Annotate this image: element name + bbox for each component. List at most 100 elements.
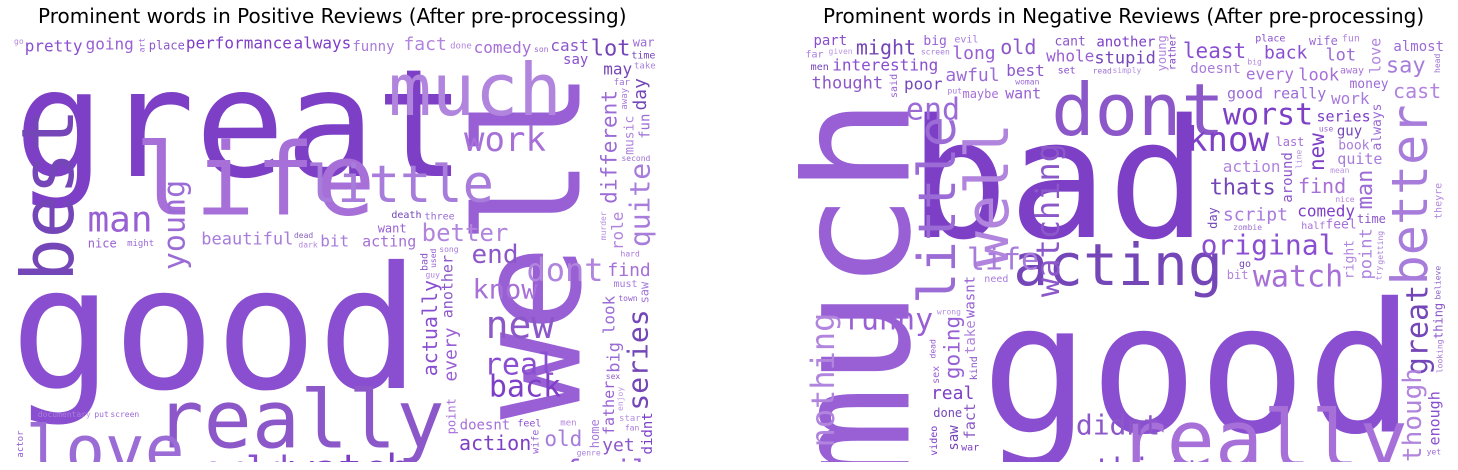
cloud-word: rather	[1168, 34, 1179, 70]
cloud-word: action	[1223, 157, 1281, 176]
cloud-word: sex	[931, 366, 942, 384]
cloud-word: song	[439, 245, 458, 254]
cloud-word: yet	[602, 435, 635, 456]
cloud-word: worst	[1223, 98, 1313, 133]
cloud-word: well	[446, 70, 615, 419]
cloud-word: quite	[1337, 150, 1382, 168]
cloud-word: book	[1338, 138, 1369, 153]
cloud-word: evil	[954, 35, 978, 46]
cloud-word: big	[1247, 58, 1262, 67]
cloud-word: go	[1239, 259, 1251, 270]
cloud-word: war	[961, 442, 979, 453]
cloud-word: dark	[298, 240, 317, 249]
cloud-word: want	[1005, 84, 1041, 102]
cloud-word: something	[1016, 451, 1189, 462]
cloud-word: said	[889, 74, 900, 98]
cloud-word: simply	[1112, 66, 1141, 75]
cloud-word: know	[1187, 120, 1269, 160]
cloud-word: war	[633, 35, 655, 49]
cloud-word: wasnt	[963, 276, 979, 318]
cloud-word: wife	[1309, 34, 1338, 48]
cloud-word: maybe	[962, 87, 998, 101]
cloud-word: cast	[1393, 79, 1441, 103]
cloud-word: find	[607, 260, 650, 281]
cloud-word: lot	[1325, 46, 1356, 66]
cloud-word: life	[135, 122, 376, 239]
cloud-word: fact	[961, 403, 979, 439]
cloud-word: awful	[945, 65, 999, 86]
cloud-word: pretty	[1117, 454, 1218, 463]
cloud-word: end	[472, 240, 519, 270]
cloud-word: every	[440, 327, 461, 381]
cloud-word: murder	[599, 211, 608, 240]
cloud-word: far	[614, 78, 631, 88]
cloud-word: art	[138, 38, 147, 53]
cloud-word: good	[10, 231, 419, 429]
cloud-word: different	[598, 90, 622, 204]
cloud-word: go	[14, 37, 24, 46]
cloud-word: actor	[16, 430, 26, 458]
cloud-word: point	[1357, 228, 1377, 279]
cloud-word: fun	[637, 114, 653, 139]
cloud-word: stupid	[1094, 48, 1155, 68]
cloud-word: world	[181, 450, 289, 463]
cloud-word: whole	[1046, 47, 1094, 66]
cloud-word: place	[149, 38, 185, 52]
cloud-word: action	[459, 431, 531, 455]
positive-cloud-title: Prominent words in Positive Reviews (Aft…	[38, 4, 627, 28]
cloud-word: watch	[290, 447, 410, 462]
cloud-word: use	[1319, 125, 1334, 134]
cloud-word: dont	[1051, 68, 1224, 152]
cloud-word: say	[563, 52, 588, 68]
cloud-word: done	[450, 42, 472, 52]
cloud-word: genre	[577, 448, 601, 457]
cloud-word: cast	[550, 36, 589, 55]
cloud-word: believe	[1434, 266, 1443, 300]
cloud-word: best	[10, 108, 90, 281]
cloud-word: mean	[1330, 166, 1349, 175]
cloud-word: nice	[1335, 195, 1354, 204]
cloud-word: zombie	[1233, 223, 1262, 232]
cloud-word: little	[908, 116, 968, 304]
cloud-word: doesnt	[460, 418, 511, 434]
cloud-word: hard	[621, 250, 640, 259]
cloud-word: woman	[1015, 77, 1039, 86]
cloud-word: place	[1255, 33, 1285, 44]
cloud-word: point	[444, 398, 458, 434]
cloud-word: every	[1246, 64, 1295, 83]
cloud-word: away	[1340, 66, 1364, 77]
cloud-word: series	[622, 309, 655, 410]
cloud-word: might	[127, 239, 154, 249]
cloud-word: know	[472, 275, 538, 306]
cloud-word: far	[806, 50, 824, 61]
cloud-word: dont	[526, 251, 603, 289]
cloud-word: watch	[1253, 260, 1343, 295]
cloud-word: guy	[425, 271, 440, 280]
cloud-word: though	[1398, 368, 1428, 462]
cloud-word: men	[811, 62, 829, 73]
cloud-word: great	[14, 38, 466, 212]
cloud-word: three	[425, 211, 455, 222]
cloud-word: line	[1295, 149, 1304, 168]
cloud-word: death	[391, 210, 421, 221]
cloud-word: love	[26, 412, 185, 463]
cloud-word: last	[1276, 135, 1305, 149]
cloud-word: funny	[352, 39, 394, 55]
cloud-word: screen	[110, 410, 139, 419]
cloud-word: son	[534, 45, 549, 54]
cloud-word: take	[634, 62, 656, 72]
cloud-word: back	[489, 370, 561, 405]
cloud-word: bit	[320, 232, 349, 251]
cloud-word: watching	[1029, 143, 1067, 297]
cloud-word: acting	[362, 233, 416, 251]
cloud-word: saw	[946, 425, 962, 451]
cloud-word: take	[963, 320, 979, 354]
cloud-word: star	[619, 414, 641, 424]
cloud-word: least	[1183, 39, 1246, 63]
cloud-word: fun	[1342, 33, 1360, 44]
cloud-word: used	[429, 248, 438, 267]
cloud-word: head	[1433, 54, 1442, 73]
cloud-word: another	[1096, 34, 1155, 50]
cloud-word: must	[614, 279, 638, 290]
